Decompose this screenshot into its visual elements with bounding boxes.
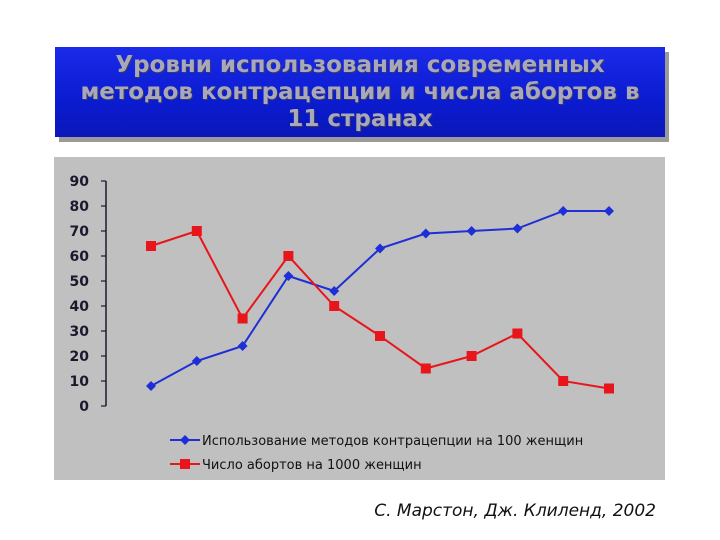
data-point <box>283 251 294 261</box>
y-axis: 0 10 20 30 40 50 60 70 80 90 <box>70 174 107 415</box>
y-tick-label: 20 <box>70 349 90 365</box>
y-tick-label: 10 <box>70 374 90 390</box>
data-point <box>604 383 614 394</box>
data-point <box>466 351 477 361</box>
legend: Использование методов контрацепции на 10… <box>170 434 583 473</box>
data-point <box>512 328 523 339</box>
data-point <box>237 313 248 324</box>
data-point <box>146 381 156 391</box>
legend-label: Использование методов контрацепции на 10… <box>202 434 583 449</box>
data-point <box>237 341 248 351</box>
series-layer <box>146 206 614 394</box>
y-tick-label: 30 <box>70 324 90 340</box>
data-point <box>329 286 340 296</box>
chart-title: Уровни использования современных методов… <box>80 51 640 132</box>
data-point <box>604 206 614 216</box>
series-line <box>150 229 610 390</box>
data-point <box>146 241 156 251</box>
legend-marker <box>180 459 190 469</box>
series-2 <box>146 226 614 394</box>
series-line <box>150 210 609 387</box>
data-point <box>420 363 431 374</box>
legend-marker <box>180 435 190 445</box>
data-point <box>420 228 431 239</box>
data-point <box>375 331 385 341</box>
legend-item-1: Использование методов контрацепции на 10… <box>170 434 583 449</box>
legend-item-2: Число абортов на 1000 женщин <box>170 458 422 473</box>
y-tick-label: 90 <box>70 174 90 190</box>
data-point <box>375 243 385 254</box>
y-tick-label: 70 <box>70 224 90 240</box>
data-point <box>512 223 523 234</box>
y-tick-label: 40 <box>70 299 90 315</box>
y-tick-label: 80 <box>70 199 90 215</box>
data-point <box>558 376 569 386</box>
data-point <box>191 356 202 366</box>
source-credit: С. Марстон, Дж. Клиленд, 2002 <box>374 501 656 521</box>
y-tick-label: 60 <box>70 249 90 265</box>
data-point <box>191 226 202 236</box>
data-point <box>283 271 294 281</box>
data-point <box>329 301 340 311</box>
line-chart: 0 10 20 30 40 50 60 70 80 90 Использование методо… <box>70 174 614 473</box>
y-tick-label: 50 <box>70 274 90 290</box>
title-banner: Уровни использования современных методов… <box>55 47 665 137</box>
data-point <box>466 226 477 236</box>
series-1 <box>146 206 614 391</box>
y-tick-label: 0 <box>79 399 89 415</box>
legend-label: Число абортов на 1000 женщин <box>202 458 422 473</box>
data-point <box>558 206 569 216</box>
